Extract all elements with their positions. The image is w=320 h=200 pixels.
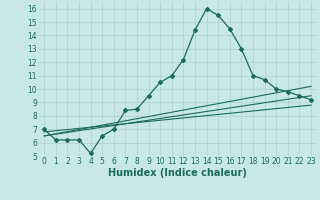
X-axis label: Humidex (Indice chaleur): Humidex (Indice chaleur): [108, 168, 247, 178]
